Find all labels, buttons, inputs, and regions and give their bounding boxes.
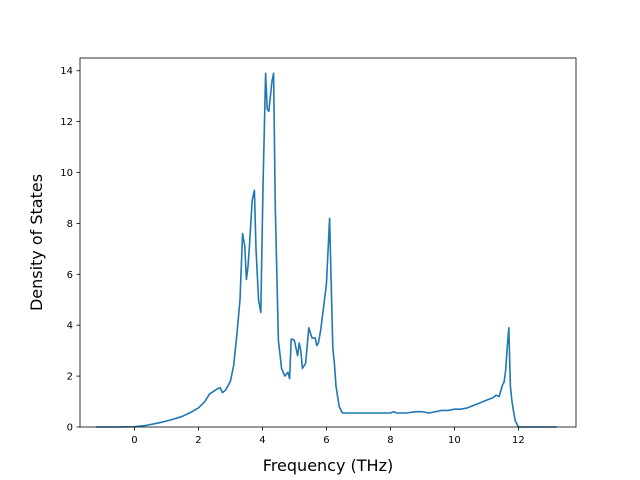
x-tick-label: 4: [259, 435, 265, 446]
axes-frame: [79, 57, 577, 428]
y-tick-label: 2: [67, 372, 73, 383]
x-axis-label: Frequency (THz): [263, 456, 393, 475]
plot-area: [96, 72, 557, 428]
x-tick-label: 10: [448, 435, 461, 446]
y-axis-ticks: 0 2 4 6 8 10 12 14: [60, 66, 80, 434]
x-tick-label: 6: [323, 435, 329, 446]
x-tick-label: 12: [512, 435, 525, 446]
y-tick-label: 12: [60, 117, 73, 128]
y-tick-label: 14: [60, 66, 73, 77]
y-tick-label: 10: [60, 168, 73, 179]
x-tick-label: 2: [195, 435, 201, 446]
y-tick-label: 4: [67, 321, 73, 332]
y-axis-label: Density of States: [27, 174, 46, 311]
y-tick-label: 6: [67, 270, 73, 281]
x-tick-label: 8: [387, 435, 393, 446]
series-line-0: [96, 72, 557, 428]
x-axis-ticks: 0 2 4 6 8 10 12: [131, 427, 525, 446]
y-tick-label: 0: [67, 423, 73, 434]
x-tick-label: 0: [131, 435, 137, 446]
y-tick-label: 8: [67, 219, 73, 230]
